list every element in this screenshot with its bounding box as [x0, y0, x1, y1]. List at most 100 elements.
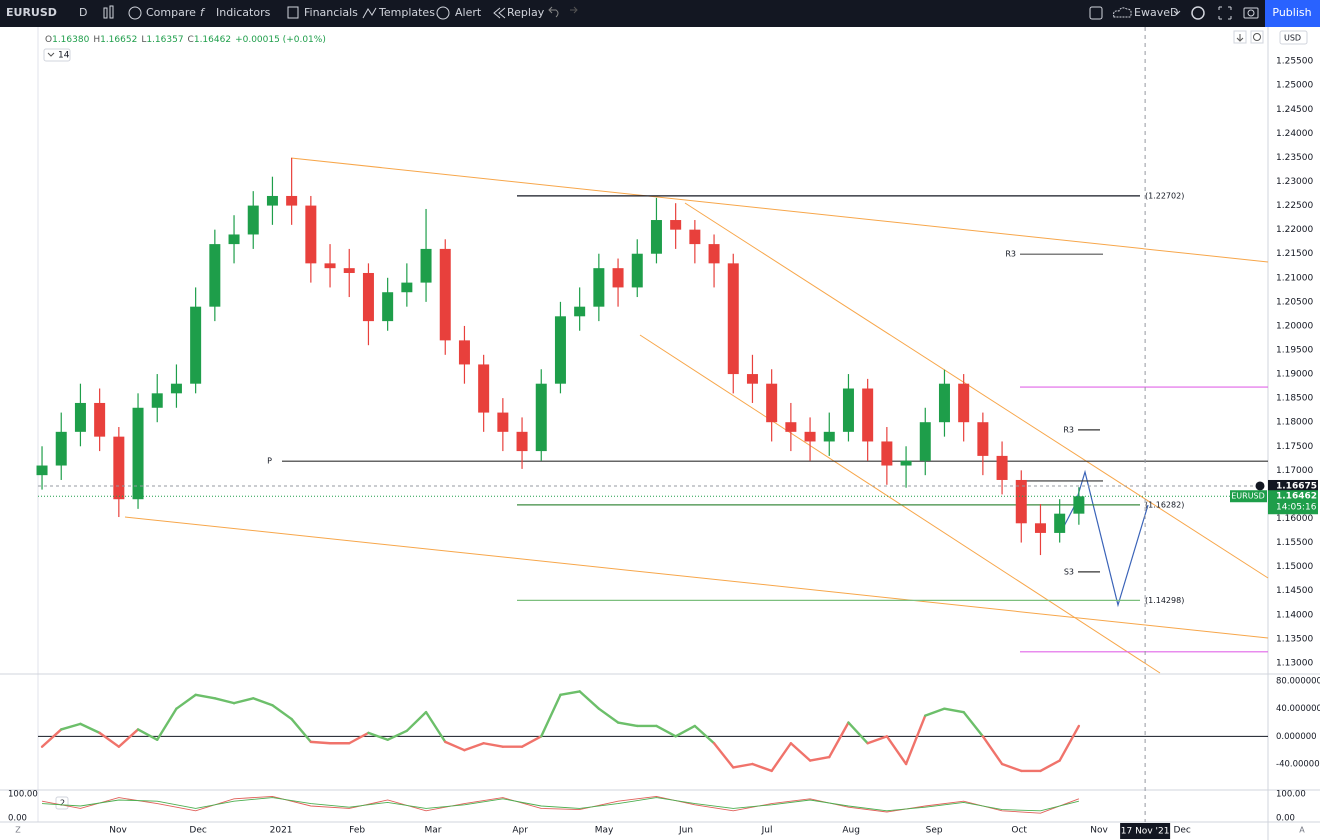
- candle-body: [1054, 513, 1066, 533]
- level-label: S3: [1064, 567, 1074, 576]
- currency-button[interactable]: [1279, 30, 1308, 45]
- stoch-input[interactable]: 2: [60, 799, 65, 808]
- candle-icon[interactable]: [103, 7, 108, 19]
- snapshot-icon[interactable]: [1247, 9, 1255, 17]
- reset-button[interactable]: [1250, 30, 1264, 44]
- indicator-input[interactable]: 14: [58, 51, 70, 61]
- fullscreen-icon[interactable]: [1218, 6, 1232, 20]
- ohlc-change: +0.00015 (+0.01%): [235, 35, 326, 45]
- publish-label[interactable]: Publish: [1272, 6, 1311, 19]
- candle-body: [516, 431, 528, 452]
- toolbar-button[interactable]: Compare: [146, 6, 196, 19]
- candle-body: [343, 268, 355, 273]
- stoch-tick-label-left: 0.00: [8, 813, 27, 823]
- osc-segment: [866, 735, 889, 745]
- osc-tick-label: 0.000000: [1276, 732, 1317, 742]
- publish-button[interactable]: [1265, 0, 1320, 27]
- osc-segment: [693, 724, 716, 745]
- y-tick-label: 1.17000: [1276, 466, 1313, 476]
- osc-segment: [904, 714, 927, 766]
- osc-segment: [885, 735, 908, 766]
- layout-icon[interactable]: [1089, 6, 1103, 20]
- plus-button[interactable]: [1254, 480, 1266, 492]
- undo-icon[interactable]: [548, 6, 559, 18]
- osc-segment: [40, 728, 63, 748]
- y-tick-label: 1.25000: [1276, 81, 1313, 91]
- redo-icon[interactable]: [570, 6, 578, 14]
- symbol-tag: [1230, 490, 1267, 503]
- ohlc-value: 1.16462: [194, 35, 231, 45]
- symbol-tag-label: EURUSD: [1231, 492, 1265, 501]
- y-tick-label: 1.22500: [1276, 201, 1313, 211]
- settings-icon[interactable]: [1191, 6, 1205, 20]
- candle-body: [919, 422, 931, 461]
- osc-segment: [828, 721, 850, 759]
- osc-segment: [943, 707, 965, 714]
- osc-segment: [770, 742, 793, 773]
- alert-icon[interactable]: [436, 6, 450, 20]
- collapse-icon[interactable]: [47, 52, 55, 57]
- scale-button[interactable]: A: [1299, 826, 1305, 835]
- toolbar-button[interactable]: Indicators: [216, 6, 271, 19]
- osc-segment: [386, 729, 409, 741]
- indicator-input-box[interactable]: [43, 48, 71, 62]
- symbol[interactable]: EURUSD: [6, 6, 57, 19]
- osc-segment: [962, 710, 985, 738]
- replay-icon[interactable]: [493, 7, 506, 19]
- financials-icon[interactable]: [287, 6, 299, 19]
- osc-segment: [271, 704, 293, 721]
- x-tick-label: Jun: [678, 826, 693, 836]
- scale-button[interactable]: Z: [15, 826, 21, 835]
- y-tick-label: 1.19000: [1276, 370, 1313, 380]
- layout-name[interactable]: EwaveD: [1134, 6, 1178, 19]
- osc-segment: [655, 724, 677, 738]
- cloud-icon[interactable]: [1113, 7, 1132, 18]
- osc-segment: [424, 710, 447, 744]
- crosshair-box: [1120, 823, 1171, 839]
- snapshot-icon[interactable]: [1243, 7, 1259, 19]
- x-tick-label: Apr: [512, 826, 528, 836]
- stoch-tick-label: 100.00: [1276, 789, 1306, 799]
- candle-icon[interactable]: [109, 5, 114, 19]
- osc-segment: [674, 724, 697, 738]
- candle-body: [1034, 523, 1046, 533]
- y-tick-label: 1.20000: [1276, 321, 1313, 331]
- toolbar: [0, 0, 1320, 27]
- osc-segment: [482, 742, 505, 748]
- y-tick-label: 1.15500: [1276, 538, 1313, 548]
- stoch-input-box[interactable]: [55, 796, 69, 810]
- currency[interactable]: USD: [1284, 34, 1301, 43]
- candle-body: [881, 441, 893, 466]
- level-label: (1.14298): [1145, 596, 1184, 605]
- candle-body: [439, 248, 451, 341]
- candle-body: [190, 306, 202, 384]
- templates-icon[interactable]: [362, 7, 377, 19]
- candle-body: [842, 388, 854, 432]
- y-tick-label: 1.24000: [1276, 129, 1313, 139]
- compare-icon[interactable]: [128, 6, 142, 20]
- osc-segment: [348, 731, 370, 745]
- toolbar-button[interactable]: Templates: [378, 6, 435, 19]
- candle-body: [74, 402, 86, 432]
- x-tick-label: Dec: [189, 826, 206, 836]
- scroll-icon[interactable]: [1236, 34, 1244, 42]
- dropdown-icon[interactable]: [1173, 10, 1181, 15]
- osc-segment: [405, 710, 428, 733]
- interval[interactable]: D: [79, 6, 87, 19]
- toolbar-button[interactable]: Financials: [304, 6, 358, 19]
- ohlc-value: 1.16652: [100, 35, 137, 45]
- osc-segment: [732, 762, 754, 769]
- reset-icon[interactable]: [1253, 33, 1261, 41]
- y-tick-label: 1.21000: [1276, 273, 1313, 283]
- y-tick-label: 1.13500: [1276, 634, 1313, 644]
- toolbar-button[interactable]: Alert: [455, 6, 482, 19]
- candle-body: [36, 465, 48, 476]
- candle-body: [420, 248, 432, 283]
- toolbar-button[interactable]: Replay: [507, 6, 545, 19]
- osc-segment: [367, 731, 389, 741]
- indicator-icon[interactable]: f: [200, 6, 206, 19]
- stoch-tick-label-left: 100.00: [8, 789, 38, 799]
- candle-body: [247, 205, 259, 235]
- candle-body: [286, 195, 298, 206]
- osc-segment: [290, 717, 313, 744]
